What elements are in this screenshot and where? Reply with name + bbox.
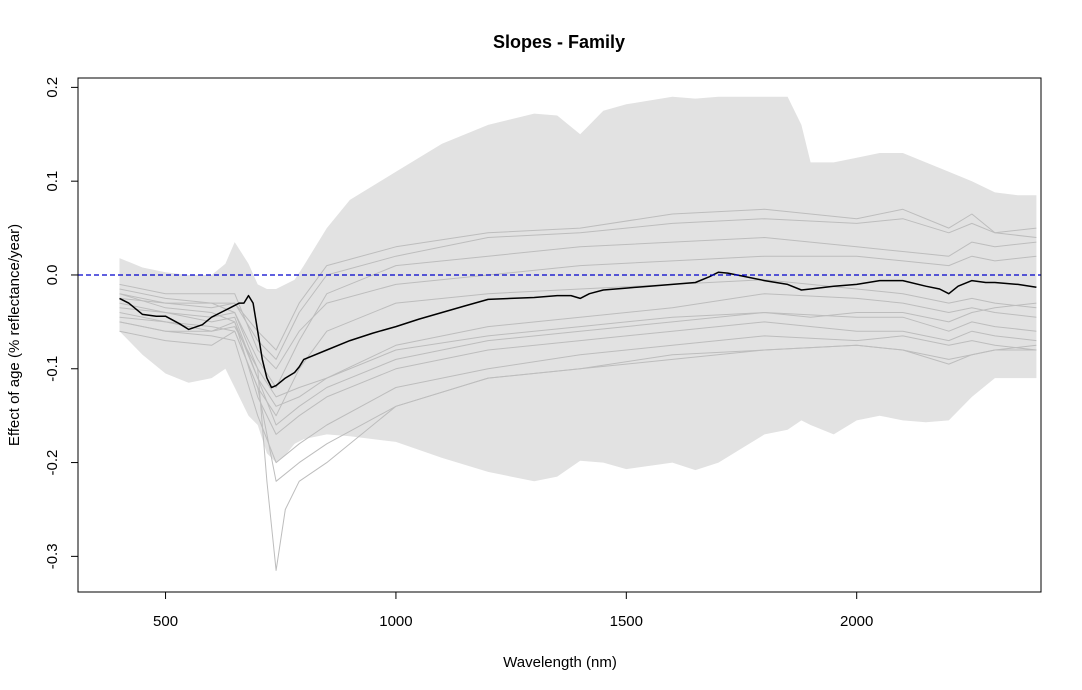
y-axis-label: Effect of age (% reflectance/year) [6, 224, 23, 446]
series-line-8 [119, 237, 1037, 388]
x-tick-label-1500: 1500 [610, 613, 643, 630]
y-tick-label-3: 0.0 [44, 265, 61, 286]
series-line-5 [119, 293, 1037, 435]
x-tick-label-1000: 1000 [379, 613, 412, 630]
y-tick-label-5: 0.2 [44, 77, 61, 98]
series-line-mean [119, 271, 1037, 389]
x-axis-label: Wavelength (nm) [503, 654, 617, 671]
series-line-6 [119, 321, 1037, 464]
series-line-10 [119, 208, 1037, 351]
y-tick-label-4: 0.1 [44, 171, 61, 192]
series-line-3 [119, 302, 1037, 426]
series-line-12 [119, 279, 1037, 417]
x-tick-label-2000: 2000 [840, 613, 873, 630]
y-tick-label-1: -0.2 [44, 450, 61, 476]
x-axis: 500 1000 1500 2000 [153, 592, 873, 630]
chart-title: Slopes - Family [493, 32, 625, 52]
x-tick-label-500: 500 [153, 613, 178, 630]
y-tick-label-2: -0.1 [44, 356, 61, 382]
series-line-13 [119, 321, 1037, 571]
y-tick-label-0: -0.3 [44, 543, 61, 569]
series-line-11 [119, 293, 1037, 407]
y-axis: -0.3 -0.2 -0.1 0.0 0.1 0.2 [44, 77, 78, 569]
series-layer [119, 208, 1037, 571]
plot-frame [77, 77, 1042, 593]
